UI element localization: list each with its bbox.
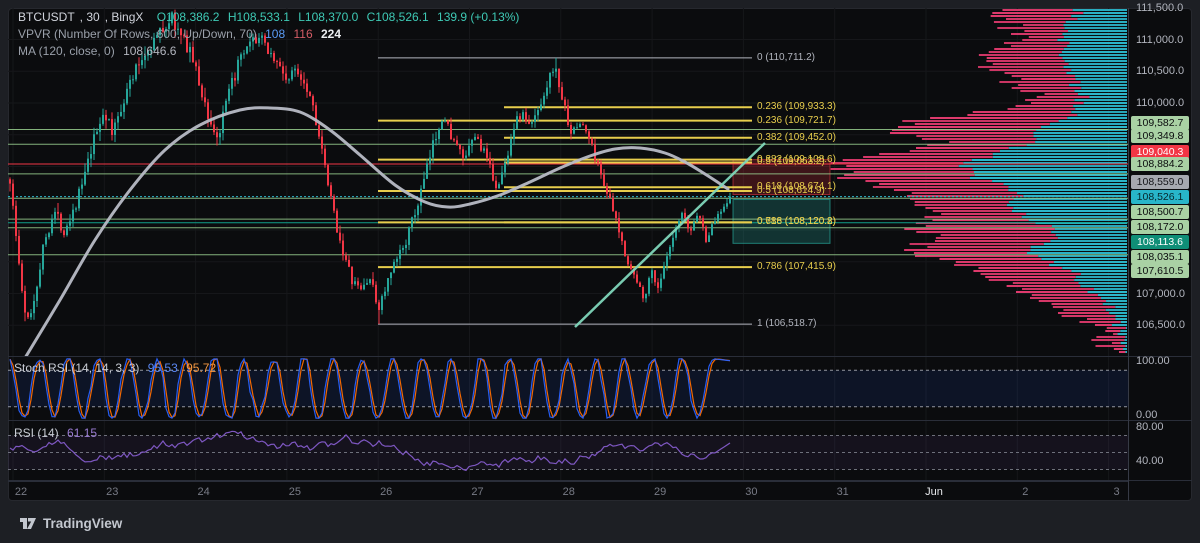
- time-axis-label: 27: [471, 486, 484, 498]
- price-axis-label: 110,000.0: [1136, 97, 1185, 109]
- stoch-k-line[interactable]: [9, 357, 731, 420]
- price-axis-label: 108,884.2: [1131, 157, 1189, 171]
- fib-label: 0.786 (107,415.9): [757, 261, 836, 273]
- price-axis-label: 107,000.0: [1136, 287, 1185, 300]
- fib-label: 0.618 (108,674.1): [757, 181, 836, 193]
- time-axis-label: 24: [197, 486, 210, 498]
- fib-lines[interactable]: [378, 57, 752, 325]
- time-axis-label: 25: [288, 486, 302, 498]
- ma-title: MA (120, close, 0): [18, 44, 115, 58]
- fib-label: 1 (106,518.7): [757, 318, 817, 330]
- vpvr-total-volume: 224: [320, 27, 341, 41]
- price-axis-label: 0.00: [1136, 409, 1158, 421]
- change-value: 139.9 (+0.13%): [437, 10, 520, 24]
- price-axis-label: 108,559.0: [1131, 175, 1189, 189]
- price-axis-label: 109,582.7: [1131, 116, 1189, 130]
- rsi-value: 61.15: [67, 426, 98, 440]
- price-axis-label: 108,172.0: [1131, 220, 1189, 234]
- trend-line[interactable]: [574, 142, 766, 328]
- symbol-legend[interactable]: BTCUSDT, 30, BingX O108,386.2 H108,533.1…: [18, 9, 524, 26]
- price-axis-label: 106,500.0: [1136, 319, 1185, 332]
- time-axis-label: 22: [14, 486, 28, 498]
- price-axis[interactable]: [1128, 8, 1192, 501]
- tradingview-logo[interactable]: TradingView: [20, 515, 122, 532]
- price-axis-label: 109,349.8: [1131, 129, 1189, 143]
- price-axis-label: 111,000.0: [1136, 33, 1184, 46]
- price-axis-label: 107,610.5: [1131, 264, 1189, 278]
- ohlc-low: L108,370.0: [298, 10, 359, 24]
- fib-label: 0.618 (108,120.8): [757, 216, 836, 228]
- vpvr-up-volume: 108: [265, 27, 286, 41]
- volume-profile: [830, 9, 1127, 353]
- tradingview-logo-icon: [20, 518, 36, 529]
- time-axis-label: Jun: [925, 486, 943, 498]
- fib-label: 0.382 (109,452.0): [757, 131, 836, 143]
- time-axis-label: 2: [1022, 486, 1029, 498]
- fib-label: 0.5 (108,614.9): [757, 184, 825, 196]
- vpvr-legend[interactable]: VPVR (Number Of Rows, 600, Up/Down, 70) …: [18, 26, 346, 43]
- ma-value: 108,646.6: [123, 44, 177, 58]
- tradingview-logo-text: TradingView: [43, 516, 123, 531]
- price-axis-label: 111,500.0: [1136, 1, 1184, 14]
- ohlc-close: C108,526.1: [366, 10, 429, 24]
- candles-layer: [9, 9, 731, 325]
- supply-zone[interactable]: [732, 159, 831, 196]
- vpvr-down-volume: 116: [293, 27, 313, 41]
- price-axis-label: 108,113.6: [1131, 235, 1189, 249]
- time-axis-label: 28: [562, 486, 575, 498]
- time-axis-label: 23: [106, 486, 119, 498]
- fib-label: 0.236 (109,721.7): [757, 114, 836, 126]
- price-axis-label: 40.00: [1136, 455, 1164, 467]
- ma-line[interactable]: [24, 106, 730, 358]
- fib-label: 0 (110,711.2): [757, 51, 816, 63]
- time-axis-label: 30: [745, 486, 758, 498]
- stoch-rsi-legend[interactable]: Stoch RSI (14, 14, 3, 3) 95.53 95.72: [14, 360, 221, 377]
- fib-label: 0.786 (108,120.2): [757, 216, 836, 228]
- time-axis-label: 3: [1113, 486, 1120, 498]
- stoch-rsi-title: Stoch RSI (14, 14, 3, 3): [14, 361, 140, 375]
- ohlc-high: H108,533.1: [227, 10, 290, 24]
- stoch-k-value: 95.53: [147, 361, 178, 375]
- fib-label: 0.236 (109,933.3): [757, 101, 836, 113]
- price-axis-label: 108,035.1: [1131, 250, 1189, 264]
- rsi-legend[interactable]: RSI (14) 61.15: [14, 425, 102, 442]
- price-axis-label: 108,500.7: [1131, 205, 1189, 219]
- vpvr-title: VPVR (Number Of Rows, 600, Up/Down, 70): [18, 27, 257, 41]
- price-axis-label: 80.00: [1136, 421, 1164, 433]
- time-axis-label: 26: [380, 486, 393, 498]
- rsi-line[interactable]: [9, 430, 731, 472]
- fib-label: 0.5 (109,063.2): [757, 156, 825, 168]
- price-axis-label: 108,526.1: [1131, 190, 1189, 204]
- price-axis-label: 110,500.0: [1136, 65, 1185, 78]
- price-axis-label: 109,040.3: [1131, 145, 1189, 159]
- price-axis-label: 100.00: [1136, 355, 1170, 367]
- time-axis[interactable]: 22 23 24 25 26 27 28 29 30 31 Jun 2 3: [8, 481, 1128, 501]
- ma-legend[interactable]: MA (120, close, 0) 108,646.6: [18, 43, 181, 60]
- fib-label: 0.382 (109,108.6): [757, 153, 836, 165]
- symbol-title: BTCUSDT, 30, BingX: [18, 10, 144, 24]
- time-axis-label: 31: [836, 486, 849, 498]
- time-axis-label: 29: [653, 486, 667, 498]
- stoch-d-value: 95.72: [186, 361, 217, 375]
- rsi-title: RSI (14): [14, 426, 59, 440]
- ohlc-open: O108,386.2: [156, 10, 220, 24]
